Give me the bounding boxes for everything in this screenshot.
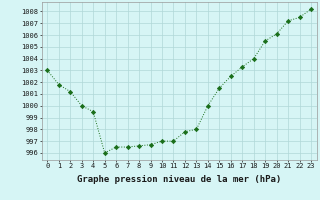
X-axis label: Graphe pression niveau de la mer (hPa): Graphe pression niveau de la mer (hPa) bbox=[77, 175, 281, 184]
